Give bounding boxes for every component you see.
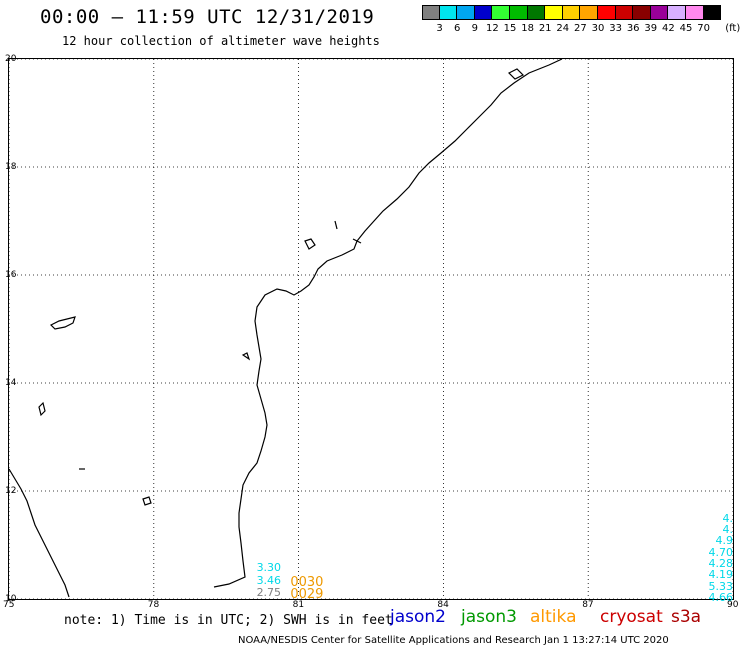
- color-swatch: [668, 5, 686, 20]
- note-text: note: 1) Time is in UTC; 2) SWH is in fe…: [64, 613, 393, 628]
- color-tick-label: 39: [644, 23, 658, 34]
- observation-value: 4.: [722, 511, 734, 525]
- color-swatch: [580, 5, 598, 20]
- page-subtitle: 12 hour collection of altimeter wave hei…: [62, 34, 380, 48]
- color-tick-label: 21: [538, 23, 552, 34]
- latitude-label: 20: [5, 54, 17, 64]
- color-tick-label: 30: [591, 23, 605, 34]
- island-shape: [142, 496, 152, 506]
- satellite-legend-jason3: jason3: [461, 607, 517, 627]
- observation-value: 3.30: [256, 561, 282, 575]
- color-swatch: [703, 5, 722, 20]
- map-plot-area: 20 18 16 14 12 10 4. 4. 4.9 4.70 4.28 4.19 5.33 4.66: [5, 54, 734, 604]
- coastline-india-west-tip: [9, 468, 70, 598]
- color-swatch: [509, 5, 528, 20]
- color-swatch: [422, 5, 440, 20]
- color-tick-label: 12: [486, 23, 499, 34]
- observation-value: 4.66: [708, 591, 734, 605]
- color-swatch: [492, 5, 510, 20]
- latitude-label: 10: [5, 594, 17, 604]
- color-swatch: [474, 5, 493, 20]
- observation-value: 5.33: [708, 579, 734, 593]
- latitude-label: 18: [5, 162, 17, 172]
- color-tick-label: 45: [679, 23, 693, 34]
- color-swatch: [650, 5, 669, 20]
- color-swatch: [685, 5, 704, 20]
- observation-value: 4.19: [708, 568, 734, 582]
- map-canvas: [9, 59, 733, 599]
- color-tick-label: 3: [436, 23, 443, 34]
- color-swatch: [527, 5, 546, 20]
- color-tick-label: 6: [454, 23, 461, 34]
- island-shape: [241, 352, 251, 361]
- satellite-legend-altika: altika: [530, 607, 577, 627]
- color-tick-label: 15: [503, 23, 517, 34]
- longitude-label: 84: [437, 600, 449, 610]
- observation-value: 3.46: [256, 573, 282, 587]
- observation-value: 4.70: [708, 545, 734, 559]
- island-shape: [352, 238, 362, 244]
- observation-value: 2.75: [256, 586, 282, 600]
- longitude-label: 90: [727, 600, 739, 610]
- longitude-label: 78: [147, 600, 160, 610]
- observation-value: 4.: [722, 523, 734, 537]
- latitude-label: 14: [5, 378, 17, 388]
- observation-value: 0029: [290, 587, 324, 603]
- color-tick-label: 18: [521, 23, 534, 34]
- longitude-label: 87: [582, 600, 594, 610]
- satellite-legend-cryosat: cryosat: [600, 607, 663, 627]
- observation-value: 4.9: [715, 534, 734, 548]
- satellite-legend-jason2: jason2: [390, 607, 446, 627]
- color-swatch: [633, 5, 651, 20]
- longitude-label: 75: [3, 600, 15, 610]
- satellite-legend-s3a: s3a: [671, 607, 702, 627]
- color-swatch: [545, 5, 563, 20]
- color-swatch: [597, 5, 616, 20]
- island-shape: [49, 316, 76, 330]
- island-shape: [38, 401, 46, 417]
- coastline: [9, 59, 563, 598]
- color-swatch: [457, 5, 475, 20]
- island-shape: [304, 238, 316, 250]
- color-swatch: [562, 5, 581, 20]
- color-unit-label: (ft): [725, 23, 740, 34]
- color-tick-label: 27: [574, 23, 587, 34]
- coastline-india-east: [213, 59, 563, 588]
- color-swatch: [439, 5, 458, 20]
- color-swatch: [615, 5, 634, 20]
- color-tick-label: 36: [626, 23, 640, 34]
- observation-value: 4.28: [708, 557, 734, 571]
- footer-credit: NOAA/NESDIS Center for Satellite Applica…: [238, 635, 669, 646]
- color-tick-label: 33: [609, 23, 622, 34]
- color-tick-label: 42: [662, 23, 675, 34]
- color-tick-label: 24: [556, 23, 570, 34]
- island-shape: [507, 68, 525, 80]
- color-tick-label: 9: [471, 23, 478, 34]
- island-shape: [334, 220, 338, 230]
- latitude-label: 16: [5, 270, 17, 280]
- page-title: 00:00 – 11:59 UTC 12/31/2019: [40, 6, 375, 28]
- map-gridlines: [9, 59, 733, 599]
- latitude-label: 12: [5, 486, 17, 496]
- color-tick-label: 70: [697, 23, 710, 34]
- color-scale-bar: [422, 5, 722, 21]
- observation-value: 0030: [290, 574, 324, 590]
- longitude-label: 81: [292, 600, 305, 610]
